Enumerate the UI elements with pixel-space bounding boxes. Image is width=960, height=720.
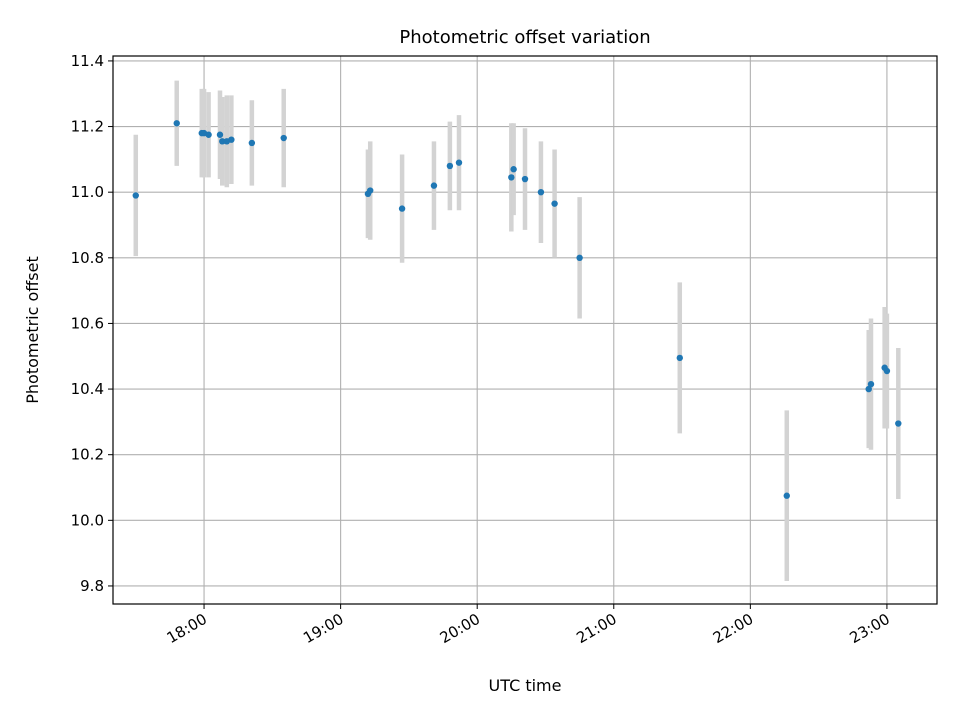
y-tick-label: 11.2 — [71, 118, 104, 136]
data-point — [228, 136, 235, 143]
data-point — [248, 139, 256, 147]
data-point — [173, 120, 180, 127]
data-point — [398, 205, 406, 212]
data-point — [521, 175, 529, 183]
data-point — [895, 420, 902, 427]
data-point — [783, 492, 790, 499]
data-point — [867, 380, 875, 388]
y-tick-label: 10.6 — [71, 314, 104, 332]
data-point — [430, 182, 438, 189]
y-tick-label: 10.0 — [71, 511, 104, 529]
data-point — [576, 254, 583, 262]
data-point — [508, 174, 515, 181]
y-tick-label: 11.0 — [71, 183, 104, 201]
data-points — [132, 120, 902, 499]
data-point — [216, 131, 224, 138]
y-tick-label: 11.4 — [71, 52, 104, 70]
data-point — [537, 188, 545, 196]
data-point — [551, 200, 558, 207]
data-point — [510, 166, 517, 173]
data-point — [676, 354, 683, 362]
y-tick-label: 10.8 — [71, 249, 104, 267]
plot-frame — [112, 55, 938, 605]
y-tick-label: 10.4 — [71, 380, 104, 398]
y-axis-label: Photometric offset — [23, 256, 42, 404]
chart-title: Photometric offset variation — [399, 27, 650, 48]
data-point — [865, 385, 872, 393]
grid — [113, 56, 937, 604]
data-point — [455, 159, 463, 166]
y-tick-label: 9.8 — [80, 577, 104, 595]
data-point — [280, 134, 287, 142]
data-point — [446, 162, 454, 170]
data-point — [205, 131, 212, 138]
y-tick-label: 10.2 — [71, 446, 104, 464]
x-axis-label: UTC time — [489, 676, 562, 695]
data-point — [367, 187, 374, 194]
data-point — [219, 138, 226, 145]
data-point — [883, 367, 891, 375]
data-point — [132, 192, 139, 199]
